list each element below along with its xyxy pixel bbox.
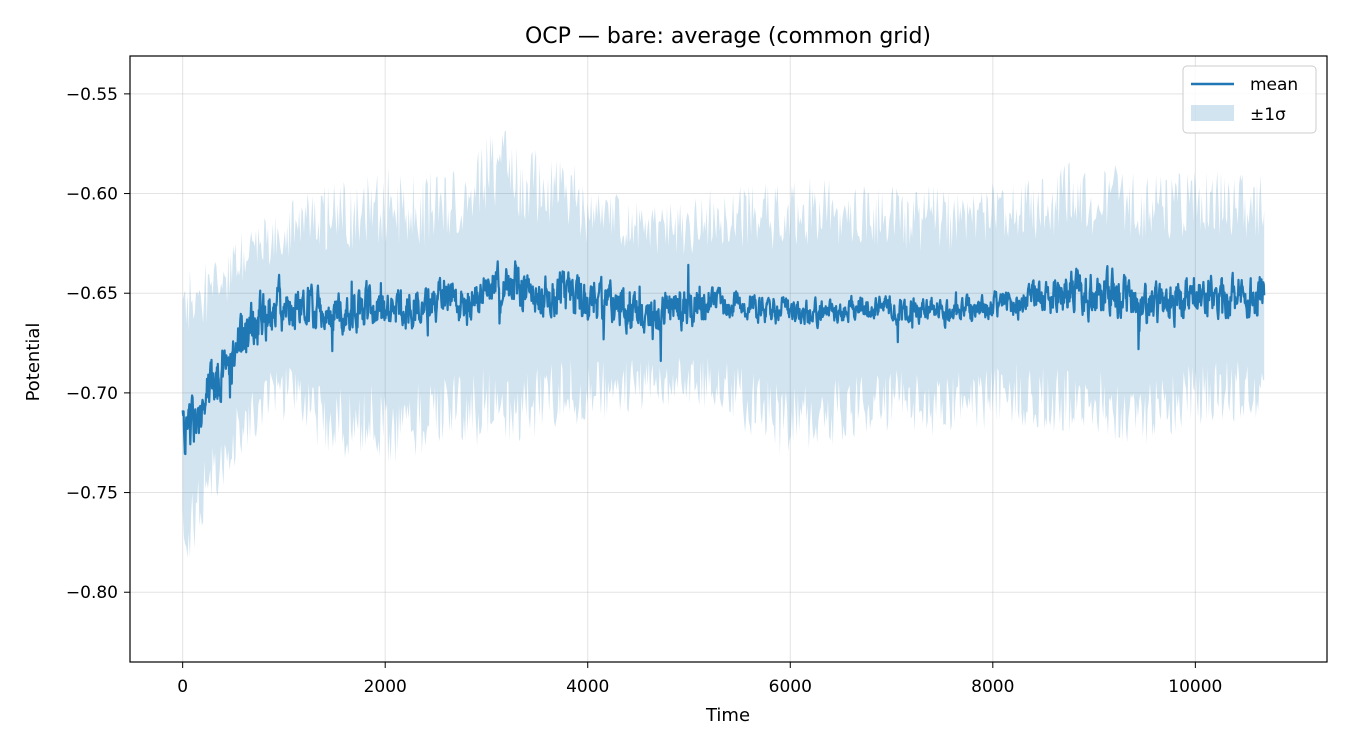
y-axis-ticks: −0.55 −0.60 −0.65 −0.70 −0.75 −0.80 [66,85,130,603]
y-tick-label: −0.80 [66,583,118,603]
y-tick-label: −0.70 [66,384,118,404]
x-tick-label: 4000 [566,677,609,697]
x-tick-label: 6000 [769,677,812,697]
y-tick-label: −0.65 [66,284,118,304]
sigma-band [182,130,1265,558]
y-tick-label: −0.60 [66,185,118,205]
legend-mean-label: mean [1250,75,1298,95]
mean-line [181,260,1266,456]
grid-lines [130,56,1327,662]
x-tick-label: 2000 [364,677,407,697]
sigma-band-layer [182,130,1265,558]
y-tick-label: −0.75 [66,484,118,504]
y-axis-label: Potential [23,323,44,402]
x-tick-label: 10000 [1168,677,1222,697]
chart-title: OCP — bare: average (common grid) [525,24,931,49]
mean-line-layer [181,260,1266,456]
y-tick-label: −0.55 [66,85,118,105]
x-tick-label: 8000 [971,677,1014,697]
x-axis-ticks: 0 2000 4000 6000 8000 10000 [177,662,1222,697]
x-axis-label: Time [705,705,750,726]
legend-sigma-label: ±1σ [1250,105,1286,125]
legend-sigma-swatch [1191,105,1234,121]
plot-frame [129,55,1328,663]
legend: mean ±1σ [1182,65,1317,134]
x-tick-label: 0 [177,677,188,697]
